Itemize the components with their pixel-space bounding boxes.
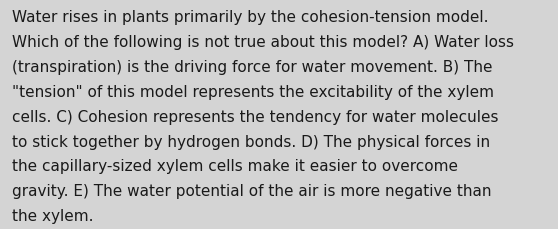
Text: the capillary-sized xylem cells make it easier to overcome: the capillary-sized xylem cells make it …	[12, 159, 458, 174]
Text: Which of the following is not true about this model? A) Water loss: Which of the following is not true about…	[12, 35, 514, 50]
Text: Water rises in plants primarily by the cohesion-tension model.: Water rises in plants primarily by the c…	[12, 10, 489, 25]
Text: the xylem.: the xylem.	[12, 208, 94, 223]
Text: "tension" of this model represents the excitability of the xylem: "tension" of this model represents the e…	[12, 85, 494, 99]
Text: to stick together by hydrogen bonds. D) The physical forces in: to stick together by hydrogen bonds. D) …	[12, 134, 490, 149]
Text: (transpiration) is the driving force for water movement. B) The: (transpiration) is the driving force for…	[12, 60, 493, 75]
Text: cells. C) Cohesion represents the tendency for water molecules: cells. C) Cohesion represents the tenden…	[12, 109, 499, 124]
Text: gravity. E) The water potential of the air is more negative than: gravity. E) The water potential of the a…	[12, 183, 492, 198]
